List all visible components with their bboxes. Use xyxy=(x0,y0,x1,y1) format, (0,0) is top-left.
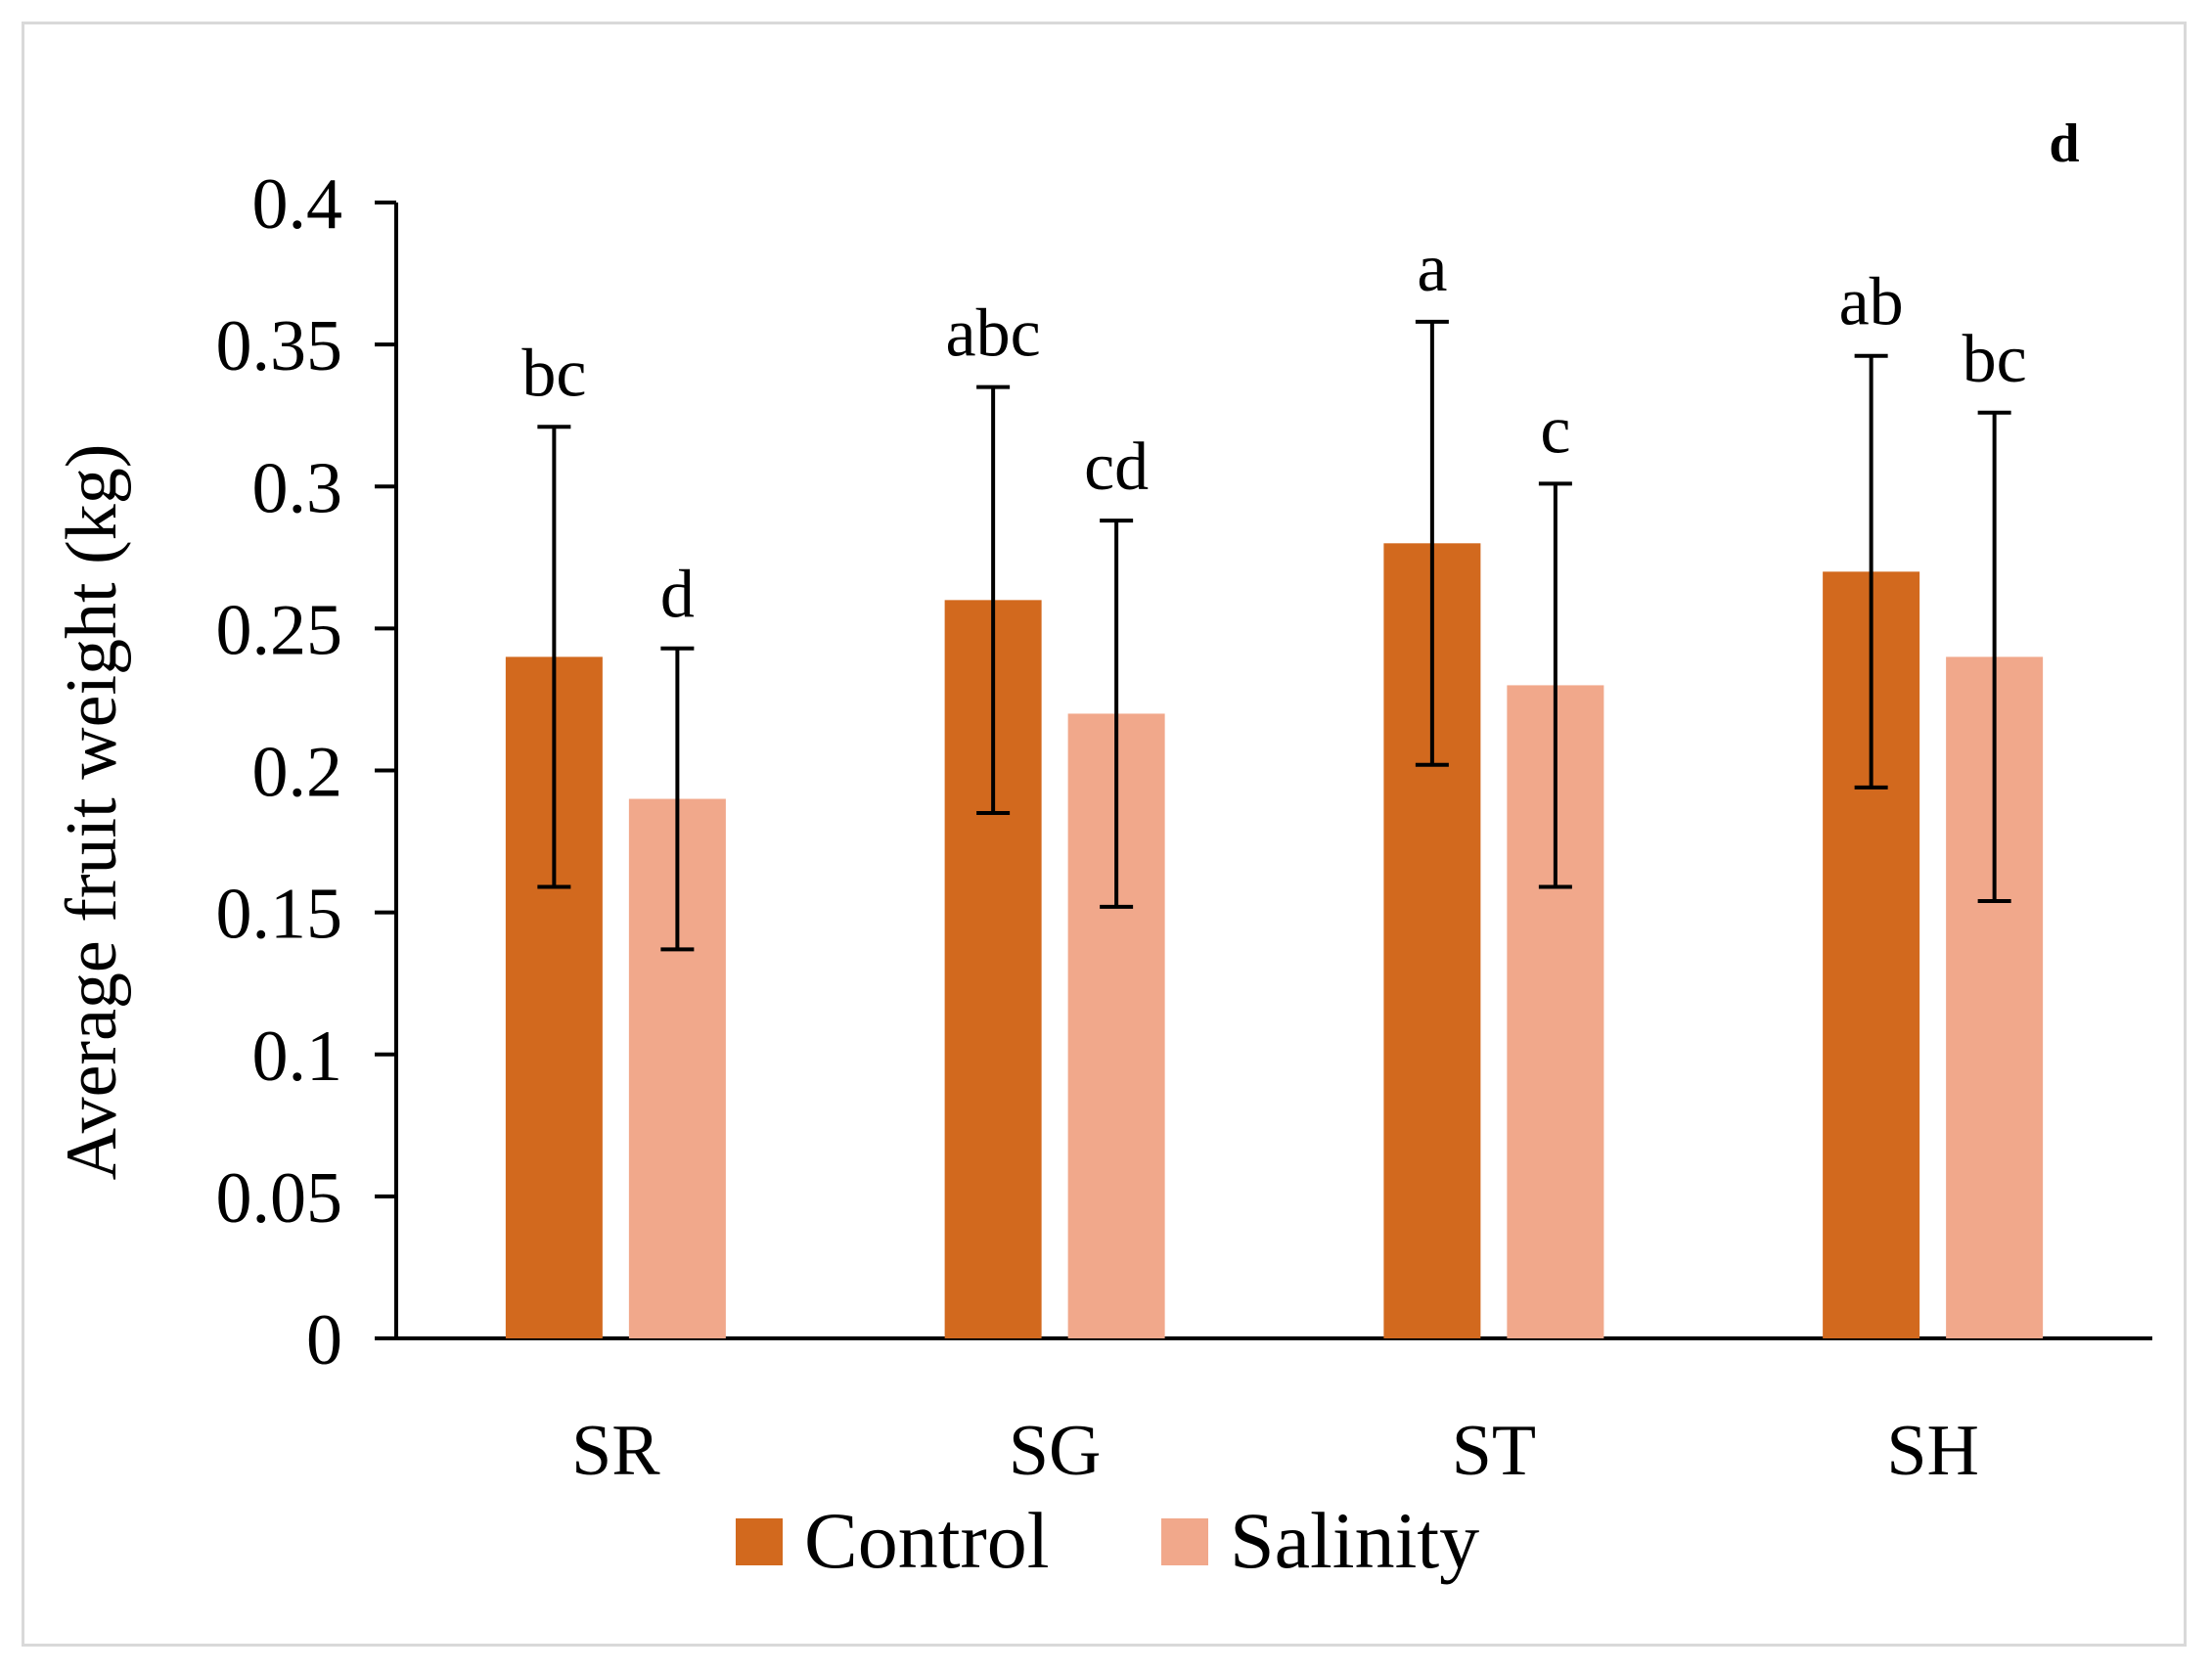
x-tick-label: SH xyxy=(1886,1411,1979,1491)
legend: Control Salinity xyxy=(736,1496,1479,1585)
legend-label-control: Control xyxy=(804,1496,1050,1585)
y-tick-label: 0.1 xyxy=(252,1017,343,1097)
legend-swatch-salinity xyxy=(1161,1518,1208,1565)
x-tick-label: SG xyxy=(1009,1411,1102,1491)
panel-label: d xyxy=(2049,113,2079,174)
significance-letter: ab xyxy=(1839,265,1904,340)
x-tick-label: SR xyxy=(571,1411,660,1491)
y-axis-title: Average fruit weight (kg) xyxy=(52,444,132,1181)
y-tick-label: 0.3 xyxy=(252,448,343,528)
significance-letter: c xyxy=(1540,392,1570,468)
significance-letter: d xyxy=(660,558,695,633)
plot-area: 00.050.10.150.20.250.30.350.4bcdSRabccdS… xyxy=(216,164,2152,1491)
y-tick-label: 0 xyxy=(306,1300,342,1380)
significance-letter: abc xyxy=(946,296,1041,372)
significance-letter: cd xyxy=(1084,429,1149,505)
y-tick-label: 0.35 xyxy=(216,306,343,386)
significance-letter: bc xyxy=(521,336,586,411)
y-tick-label: 0.4 xyxy=(252,164,343,245)
y-tick-label: 0.15 xyxy=(216,875,343,955)
legend-label-salinity: Salinity xyxy=(1230,1496,1479,1585)
y-tick-label: 0.05 xyxy=(216,1158,343,1239)
y-tick-label: 0.2 xyxy=(252,733,343,813)
significance-letter: bc xyxy=(1963,322,2027,397)
legend-swatch-control xyxy=(736,1518,783,1565)
y-tick-label: 0.25 xyxy=(216,590,343,670)
significance-letter: a xyxy=(1417,231,1447,306)
x-tick-label: ST xyxy=(1452,1411,1536,1491)
